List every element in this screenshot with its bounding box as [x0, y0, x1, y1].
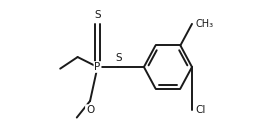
Text: CH₃: CH₃ [195, 19, 213, 29]
Text: Cl: Cl [195, 105, 206, 115]
Text: S: S [94, 10, 101, 20]
Text: O: O [86, 105, 94, 115]
Text: S: S [115, 53, 122, 63]
Text: P: P [94, 62, 101, 72]
